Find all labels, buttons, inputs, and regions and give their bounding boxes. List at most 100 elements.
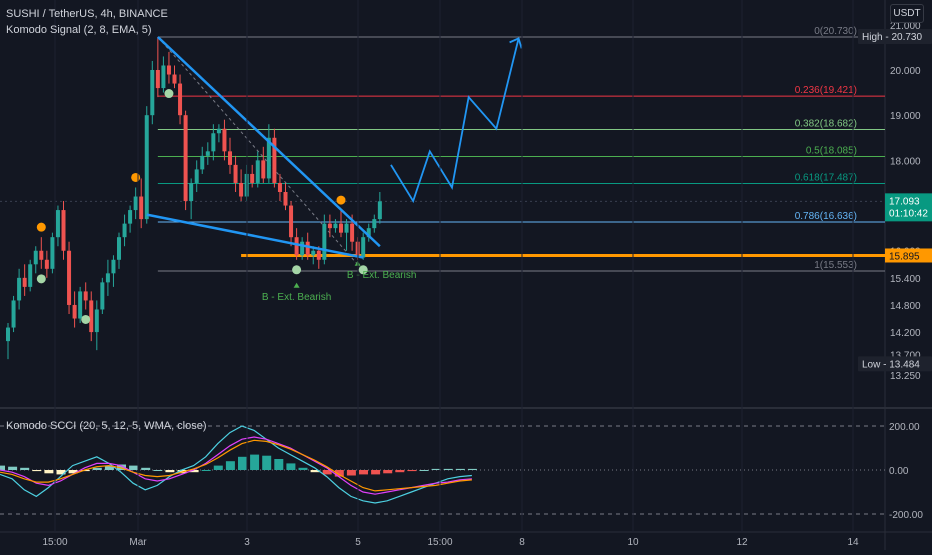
candle-body[interactable]: [166, 65, 171, 75]
candle-body[interactable]: [17, 277, 22, 301]
buy-signal-dot[interactable]: [164, 89, 174, 99]
candle-body[interactable]: [205, 151, 210, 156]
sell-signal-dot[interactable]: [336, 195, 346, 205]
candle-body[interactable]: [83, 291, 88, 301]
oscillator-histogram-bar: [104, 465, 114, 470]
candle-body[interactable]: [94, 309, 99, 333]
candle-body[interactable]: [55, 210, 60, 238]
candle-body[interactable]: [172, 74, 177, 84]
candle-body[interactable]: [89, 300, 94, 333]
candle-body[interactable]: [250, 173, 255, 183]
candle-body[interactable]: [144, 115, 149, 220]
wedge-upper-line[interactable]: [156, 36, 381, 248]
candle-body[interactable]: [183, 115, 188, 202]
candle-body[interactable]: [11, 300, 16, 328]
candle-body[interactable]: [211, 133, 216, 152]
sell-signal-dot[interactable]: [131, 172, 141, 182]
candle-body[interactable]: [300, 241, 305, 256]
buy-signal-dot[interactable]: [36, 274, 46, 284]
candle-body[interactable]: [333, 223, 338, 229]
candle-body[interactable]: [133, 196, 138, 211]
candle-body[interactable]: [6, 327, 10, 342]
oscillator-histogram-bar: [56, 470, 66, 475]
oscillator-histogram-bar: [165, 470, 175, 473]
candle-body[interactable]: [189, 182, 194, 202]
candle-body[interactable]: [50, 237, 55, 269]
candle-body[interactable]: [28, 264, 33, 287]
candle-body[interactable]: [78, 291, 83, 319]
candle-body[interactable]: [366, 228, 371, 238]
candle-body[interactable]: [117, 237, 121, 260]
high-tag: High - 20.730: [862, 32, 922, 43]
candle-body[interactable]: [350, 223, 355, 242]
oscillator-line-slow: [0, 436, 472, 495]
candle-body[interactable]: [67, 250, 72, 305]
candle-body[interactable]: [339, 223, 343, 233]
oscillator-legend[interactable]: Komodo SCCI (20, 5, 12, 5, WMA, close): [6, 420, 207, 432]
candle-body[interactable]: [377, 201, 382, 220]
candle-body[interactable]: [105, 273, 110, 283]
oscillator-histogram-bar: [141, 467, 151, 470]
candle-body[interactable]: [261, 160, 266, 179]
candle-body[interactable]: [122, 223, 127, 238]
candle-body[interactable]: [139, 196, 144, 220]
candle-body[interactable]: [222, 128, 227, 152]
candle-body[interactable]: [272, 137, 277, 183]
candle-body[interactable]: [311, 250, 316, 256]
candle-body[interactable]: [61, 210, 66, 251]
candle-body[interactable]: [233, 164, 238, 183]
oscillator-histogram-bar: [92, 467, 102, 470]
symbol-legend[interactable]: SUSHI / TetherUS, 4h, BINANCE: [6, 8, 168, 20]
candle-body[interactable]: [39, 250, 44, 260]
buy-signal-dot[interactable]: [358, 265, 368, 275]
low-tag-bg: [858, 356, 932, 372]
candle-body[interactable]: [266, 137, 271, 179]
wedge-lower-line[interactable]: [146, 213, 364, 259]
candle-body[interactable]: [100, 282, 105, 310]
bar-countdown: 01:10:42: [889, 208, 928, 219]
candle-body[interactable]: [194, 169, 199, 183]
currency-button[interactable]: USDT: [890, 4, 924, 23]
candle-body[interactable]: [294, 237, 299, 256]
candle-body[interactable]: [228, 151, 232, 165]
candle-body[interactable]: [200, 155, 205, 170]
candle-body[interactable]: [277, 182, 282, 192]
candle-body[interactable]: [128, 210, 133, 224]
candle-body[interactable]: [372, 219, 377, 229]
projection-arrowhead: [509, 37, 523, 49]
candle-body[interactable]: [150, 70, 155, 116]
candle-body[interactable]: [283, 192, 288, 206]
candle-body[interactable]: [327, 223, 332, 229]
oscillator-histogram-bar: [8, 466, 18, 470]
candle-body[interactable]: [22, 277, 27, 287]
candle-body[interactable]: [72, 304, 77, 319]
candle-body[interactable]: [255, 160, 260, 183]
oscillator-histogram-bar: [250, 454, 260, 470]
candle-body[interactable]: [178, 83, 183, 116]
candle-body[interactable]: [111, 259, 116, 274]
candle-body[interactable]: [322, 223, 327, 260]
candle-body[interactable]: [161, 65, 166, 89]
buy-signal-dot[interactable]: [81, 314, 91, 324]
time-axis-tick: 10: [627, 537, 639, 548]
candle-body[interactable]: [33, 250, 38, 265]
candle-body[interactable]: [44, 259, 49, 269]
candle-body[interactable]: [216, 128, 221, 134]
last-price-box: [885, 193, 932, 222]
buy-signal-dot[interactable]: [292, 265, 302, 275]
candle-body[interactable]: [316, 250, 321, 260]
candle-body[interactable]: [155, 70, 160, 89]
time-axis-tick: 8: [519, 537, 525, 548]
candle-body[interactable]: [239, 182, 244, 197]
price-axis-tick: 18.000: [890, 156, 921, 167]
candle-body[interactable]: [361, 237, 366, 258]
oscillator-histogram-bar: [359, 470, 368, 475]
candle-body[interactable]: [305, 241, 310, 256]
indicator-legend[interactable]: Komodo Signal (2, 8, EMA, 5): [6, 24, 152, 36]
projection-path[interactable]: [390, 38, 520, 204]
sell-signal-dot[interactable]: [36, 222, 46, 232]
candle-body[interactable]: [344, 223, 349, 233]
candle-body[interactable]: [289, 205, 294, 238]
